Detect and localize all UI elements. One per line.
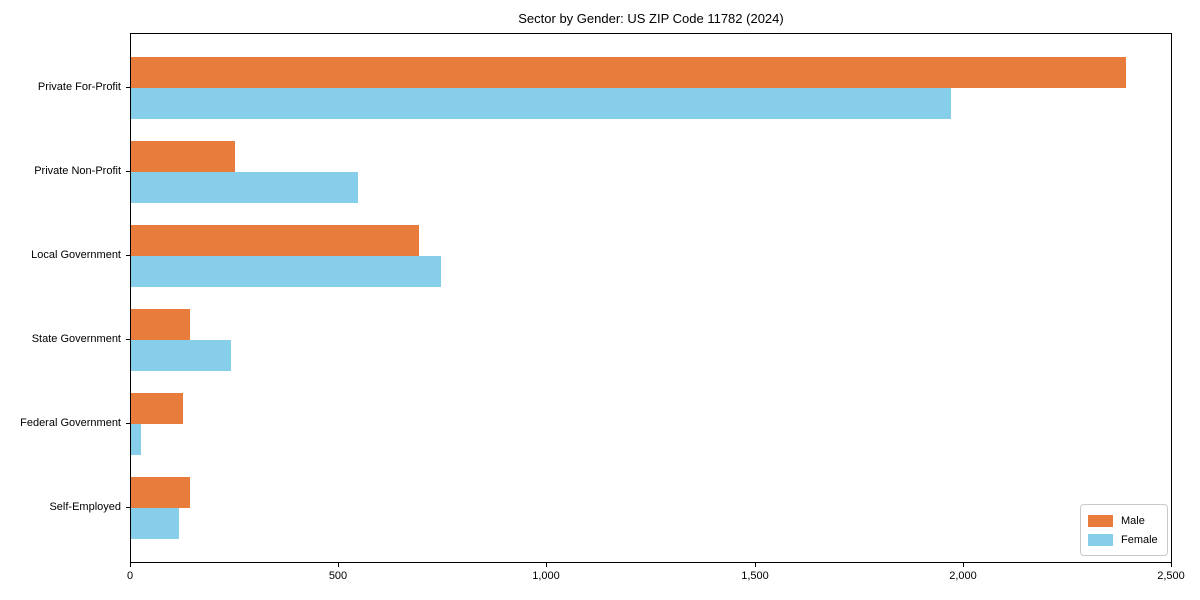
female-swatch: [1088, 533, 1113, 546]
bar-female-2: [131, 256, 441, 287]
bar-female-1: [131, 172, 358, 203]
legend-label-female: Female: [1121, 533, 1158, 546]
legend-label-male: Male: [1121, 514, 1145, 527]
y-tick-label: Self-Employed: [49, 501, 121, 513]
y-tick-mark: [126, 171, 130, 172]
x-tick-label: 1,000: [532, 570, 560, 582]
bar-female-5: [131, 508, 179, 539]
bar-male-4: [131, 393, 183, 424]
x-tick-mark: [755, 563, 756, 567]
x-tick-mark: [546, 563, 547, 567]
bar-female-4: [131, 424, 141, 455]
male-swatch: [1088, 514, 1113, 527]
bar-female-3: [131, 340, 231, 371]
x-tick-label: 1,500: [741, 570, 769, 582]
legend-item-female: Female: [1088, 530, 1159, 549]
x-tick-label: 2,500: [1157, 570, 1185, 582]
x-tick-mark: [1171, 563, 1172, 567]
bar-male-0: [131, 57, 1126, 88]
x-tick-label: 0: [126, 570, 134, 582]
y-tick-mark: [126, 339, 130, 340]
bar-male-3: [131, 309, 190, 340]
x-tick-mark: [338, 563, 339, 567]
y-tick-mark: [126, 87, 130, 88]
plot-area: Male Female: [130, 33, 1172, 563]
x-tick-label: 500: [328, 570, 348, 582]
y-tick-label: Federal Government: [20, 417, 121, 429]
x-tick-mark: [130, 563, 131, 567]
bar-male-1: [131, 141, 235, 172]
y-tick-label: State Government: [31, 333, 121, 345]
chart-title: Sector by Gender: US ZIP Code 11782 (202…: [518, 11, 784, 26]
y-tick-mark: [126, 255, 130, 256]
legend-item-male: Male: [1088, 511, 1159, 530]
y-tick-label: Private For-Profit: [37, 81, 121, 93]
y-tick-mark: [126, 507, 130, 508]
x-tick-label: 2,000: [949, 570, 977, 582]
bar-male-5: [131, 477, 190, 508]
y-tick-label: Local Government: [31, 249, 121, 261]
legend: Male Female: [1080, 504, 1168, 556]
y-axis-labels: Private For-Profit Private Non-Profit Loca…: [0, 33, 121, 563]
bar-female-0: [131, 88, 951, 119]
bar-male-2: [131, 225, 419, 256]
y-tick-mark: [126, 423, 130, 424]
y-tick-label: Private Non-Profit: [34, 165, 121, 177]
x-tick-mark: [963, 563, 964, 567]
